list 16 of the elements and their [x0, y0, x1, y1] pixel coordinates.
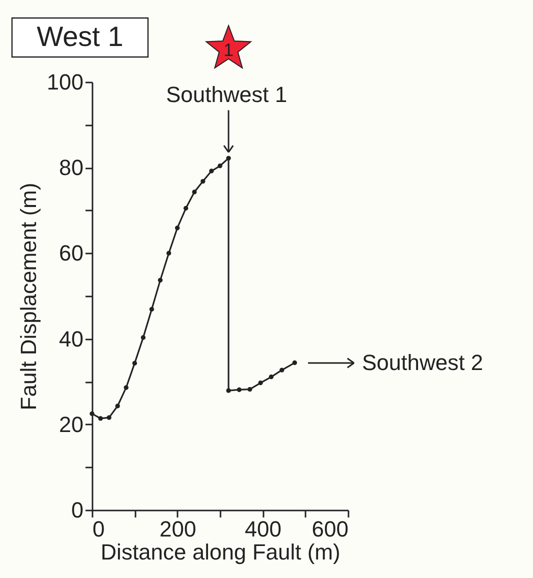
- x-tick-label: 0: [92, 516, 105, 542]
- x-axis-title: Distance along Fault (m): [100, 540, 340, 564]
- annotation: Southwest 1: [166, 82, 288, 108]
- y-tick-label: 0: [71, 498, 84, 522]
- chart-title: West 1: [36, 21, 124, 52]
- x-tick-label: 400: [244, 516, 282, 542]
- x-tick-label: 600: [312, 516, 348, 542]
- y-tick-label: 20: [59, 412, 84, 437]
- y-tick-label: 40: [59, 326, 84, 352]
- text: Southwest 2: [362, 350, 484, 375]
- y-tick-label: 80: [59, 155, 84, 180]
- text: 1: [224, 40, 234, 60]
- y-tick-label: 60: [59, 240, 84, 266]
- y-axis-title: Fault Displacement (m): [16, 182, 41, 410]
- x-tick-label: 200: [159, 516, 196, 542]
- y-tick-label: 100: [46, 70, 84, 94]
